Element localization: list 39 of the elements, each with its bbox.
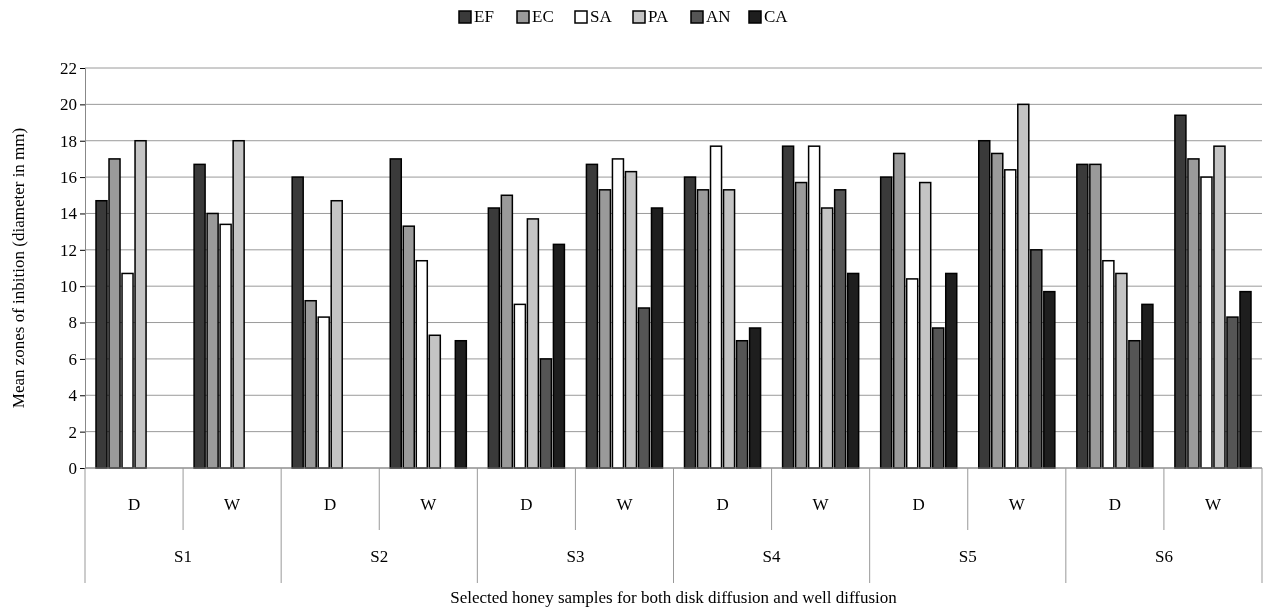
x-tick-label: D	[912, 495, 925, 514]
x-tick-label: W	[420, 495, 438, 514]
y-tick-label: 0	[68, 458, 77, 478]
x-tick-label: W	[812, 495, 830, 514]
legend-label: PA	[648, 7, 669, 26]
legend-label: EC	[532, 7, 554, 26]
y-tick-label: 4	[68, 386, 78, 406]
x-tick-label: W	[224, 495, 242, 514]
y-tick-label: 6	[68, 349, 77, 369]
text: S6	[1154, 547, 1173, 566]
legend-label: SA	[590, 7, 613, 26]
y-tick-label: 12	[60, 240, 77, 260]
x-tick-label: W	[1204, 495, 1222, 514]
x-tick-label: D	[520, 495, 533, 514]
x-tick-label: D	[1108, 495, 1122, 514]
x-tick-label: D	[324, 495, 337, 514]
y-tick-label: 14	[60, 204, 78, 224]
x-tick-label: W	[1008, 495, 1026, 514]
x-axis-title: Selected honey samples for both disk diffusion and well diffusion	[450, 588, 898, 607]
y-tick-label: 8	[68, 313, 77, 333]
legend-label: CA	[764, 7, 789, 26]
text: S2	[370, 547, 389, 566]
x-tick-label: W	[616, 495, 634, 514]
text: S1	[174, 547, 193, 566]
y-tick-label: 16	[60, 168, 77, 188]
text: S4	[762, 547, 782, 566]
text: S3	[566, 547, 585, 566]
y-tick-label: 22	[60, 58, 77, 78]
x-tick-label: D	[716, 495, 729, 514]
text: S5	[958, 547, 977, 566]
legend-label: EF	[474, 7, 494, 26]
bar	[454, 339, 468, 469]
y-tick-label: 20	[60, 95, 77, 115]
legend-label: AN	[706, 7, 731, 26]
x-tick-label: D	[127, 495, 141, 514]
y-tick-label: 18	[60, 131, 77, 151]
y-axis-title: Mean zones of inbition (diameter in mm)	[9, 127, 28, 409]
y-tick-label: 2	[68, 422, 77, 442]
y-tick-label: 10	[60, 277, 77, 297]
